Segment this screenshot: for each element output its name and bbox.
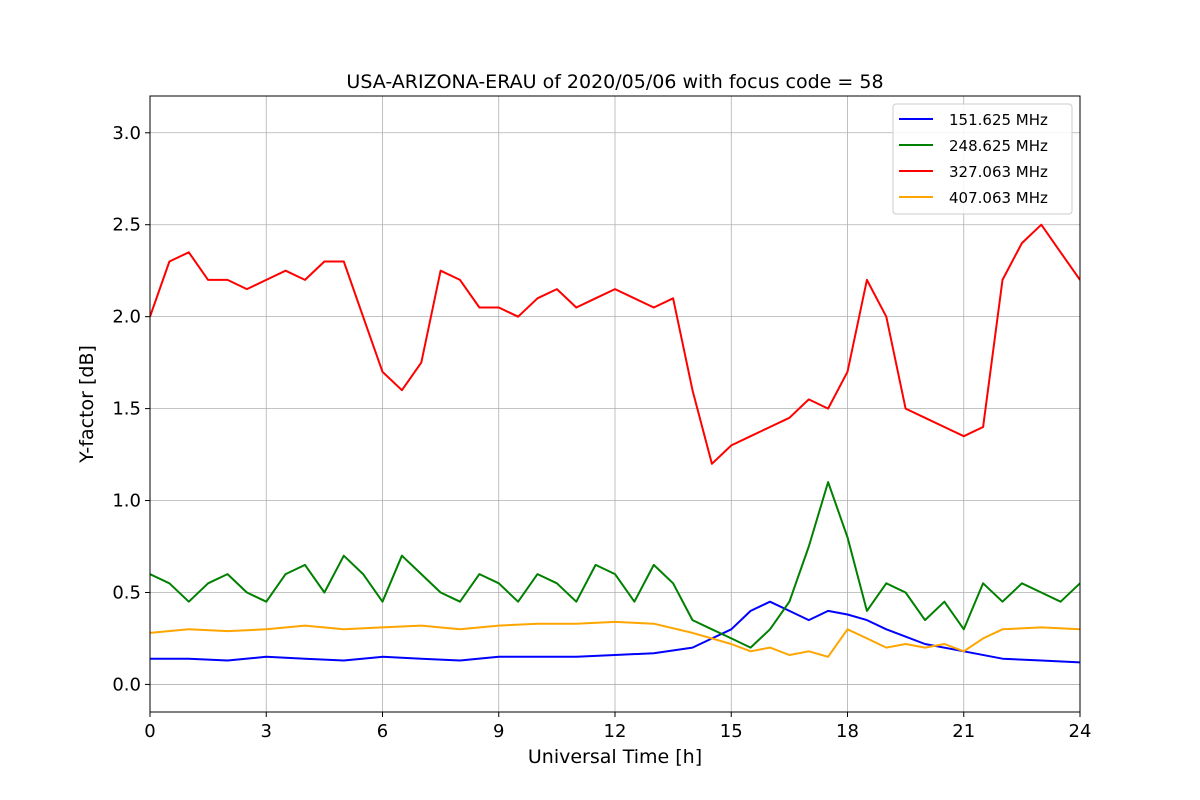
x-axis-label: Universal Time [h] [528,746,702,768]
x-tick-label: 6 [377,721,388,742]
x-tick-label: 9 [493,721,504,742]
y-axis-label: Y-factor [dB] [76,345,98,464]
y-tick-label: 1.5 [112,399,141,420]
x-tick-label: 18 [836,721,859,742]
series-layer [150,223,1080,664]
x-tick-label: 12 [604,721,627,742]
x-tick-label: 15 [720,721,743,742]
y-tick-label: 3.0 [112,123,141,144]
y-tick-label: 2.0 [112,307,141,328]
legend-label: 248.625 MHz [949,137,1048,155]
y-tick-label: 1.0 [112,491,141,512]
series-line-1 [150,481,1080,649]
x-tick-label: 21 [952,721,975,742]
legend-label: 327.063 MHz [949,163,1048,181]
series-line-3 [150,620,1080,658]
legend-box [892,103,1073,215]
x-tick-label: 24 [1069,721,1092,742]
y-tick-label: 2.5 [112,215,141,236]
series-line-0 [150,600,1080,664]
x-tick-label: 0 [144,721,155,742]
legend: 151.625 MHz 248.625 MHz 327.063 MHz 407.063… [892,103,1073,215]
y-tick-label: 0.0 [112,674,141,695]
y-tick-label: 0.5 [112,582,141,603]
x-tick-label: 3 [261,721,272,742]
legend-label: 407.063 MHz [949,189,1048,207]
legend-label: 151.625 MHz [949,111,1048,129]
series-line-2 [150,223,1080,465]
chart-title: USA-ARIZONA-ERAU of 2020/05/06 with focu… [346,71,883,93]
ticks: 0 3 6 9 12 15 18 21 24 0.0 0.5 1.0 1.5 2.0 2.5 3.0 [112,123,1091,742]
